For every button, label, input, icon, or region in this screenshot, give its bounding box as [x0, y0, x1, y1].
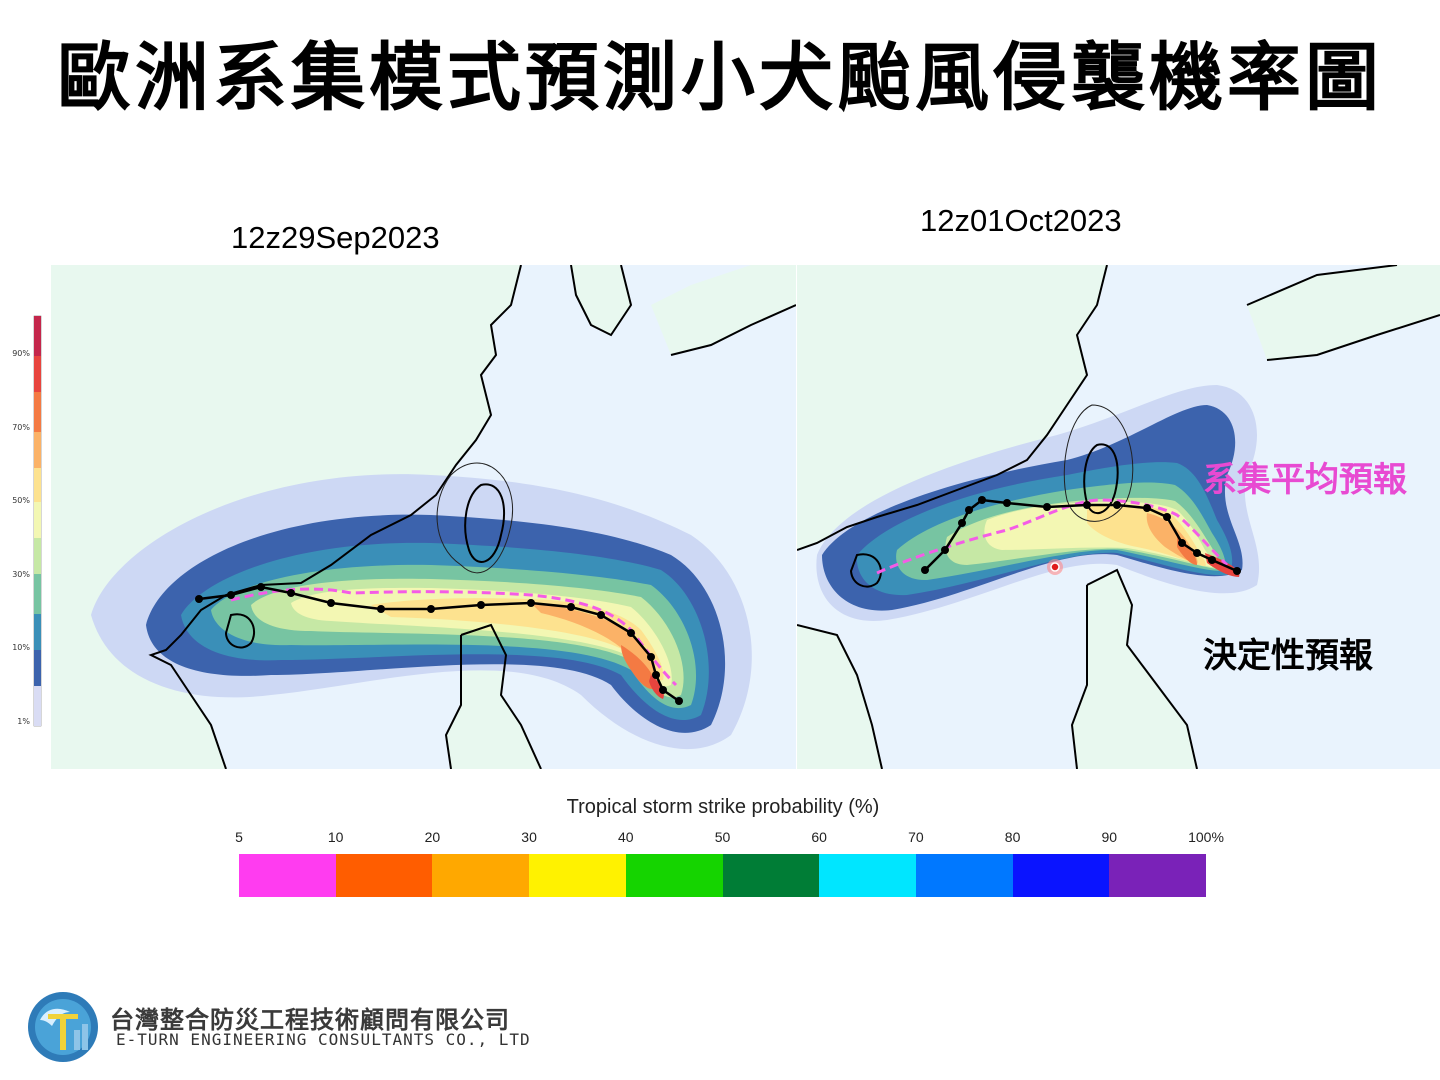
map-date-right: 12z01Oct2023	[920, 203, 1122, 238]
coastlines	[797, 265, 1440, 769]
legend-tick: 80	[1004, 829, 1021, 845]
legend-tick: 5	[235, 829, 243, 845]
legend-segment	[1109, 854, 1207, 897]
land-philippines	[1072, 570, 1197, 769]
page-title: 歐洲系集模式預測小犬颱風侵襲機率圖	[57, 35, 1383, 121]
taiwan-warning-zone	[1063, 404, 1134, 522]
side-probability-scale: 90% 70% 50% 30% 10% 1%	[12, 315, 42, 727]
side-tick-50: 50%	[12, 496, 30, 505]
company-name-en: E-TURN ENGINEERING CONSULTANTS CO., LTD	[116, 1030, 531, 1049]
land-japan	[1247, 265, 1440, 360]
company-logo-icon	[28, 992, 98, 1062]
strike-probability-map-right	[797, 265, 1440, 769]
ensemble-mean-track	[876, 498, 1229, 575]
legend-tick: 100%	[1188, 829, 1224, 845]
ensemble-mean-label: 系集平均預報	[1203, 460, 1407, 500]
side-tick-70: 70%	[12, 423, 30, 432]
legend-tick: 70	[908, 829, 924, 845]
map-date-left: 12z29Sep2023	[231, 220, 440, 255]
current-position-marker	[1047, 559, 1063, 575]
legend-tick: 20	[424, 829, 441, 845]
company-name-cn: 台灣整合防災工程技術顧問有限公司	[110, 1006, 510, 1034]
legend-segment	[1012, 854, 1110, 897]
legend-tick: 90	[1101, 829, 1118, 845]
legend-tick: 50	[714, 829, 731, 845]
land-korea	[571, 265, 631, 335]
legend-tick: 40	[618, 829, 634, 845]
legend-color-bar	[239, 854, 1207, 897]
deterministic-track-points	[195, 583, 683, 705]
land-indochina	[797, 625, 882, 769]
legend-segment	[722, 854, 820, 897]
legend-segment	[819, 854, 916, 897]
legend-tick: 60	[811, 829, 827, 845]
legend-segment	[335, 854, 433, 897]
land-china	[797, 265, 1107, 550]
deterministic-track	[198, 585, 680, 703]
legend-title: Tropical storm strike probability (%)	[566, 796, 880, 818]
legend-tick: 30	[521, 829, 537, 845]
legend-segment	[625, 854, 723, 897]
side-tick-90: 90%	[12, 349, 30, 358]
legend-tick: 10	[327, 829, 344, 845]
side-tick-10: 10%	[12, 643, 30, 652]
legend-segment	[432, 854, 530, 897]
legend-ticks: 5 10 20 30 40 50 60 70 80 90 100%	[0, 829, 1440, 849]
legend-segment	[915, 854, 1013, 897]
side-tick-1: 1%	[17, 717, 30, 726]
strike-probability-map-left	[51, 265, 796, 769]
side-tick-30: 30%	[12, 570, 30, 579]
deterministic-track-points	[921, 496, 1241, 575]
taiwan-warning-zone	[436, 462, 513, 574]
probability-swath	[91, 474, 752, 750]
legend-segment	[529, 854, 626, 897]
deterministic-label: 決定性預報	[1203, 636, 1373, 676]
coastlines	[148, 265, 796, 769]
land-japan	[651, 265, 796, 355]
legend-segment	[239, 854, 336, 897]
